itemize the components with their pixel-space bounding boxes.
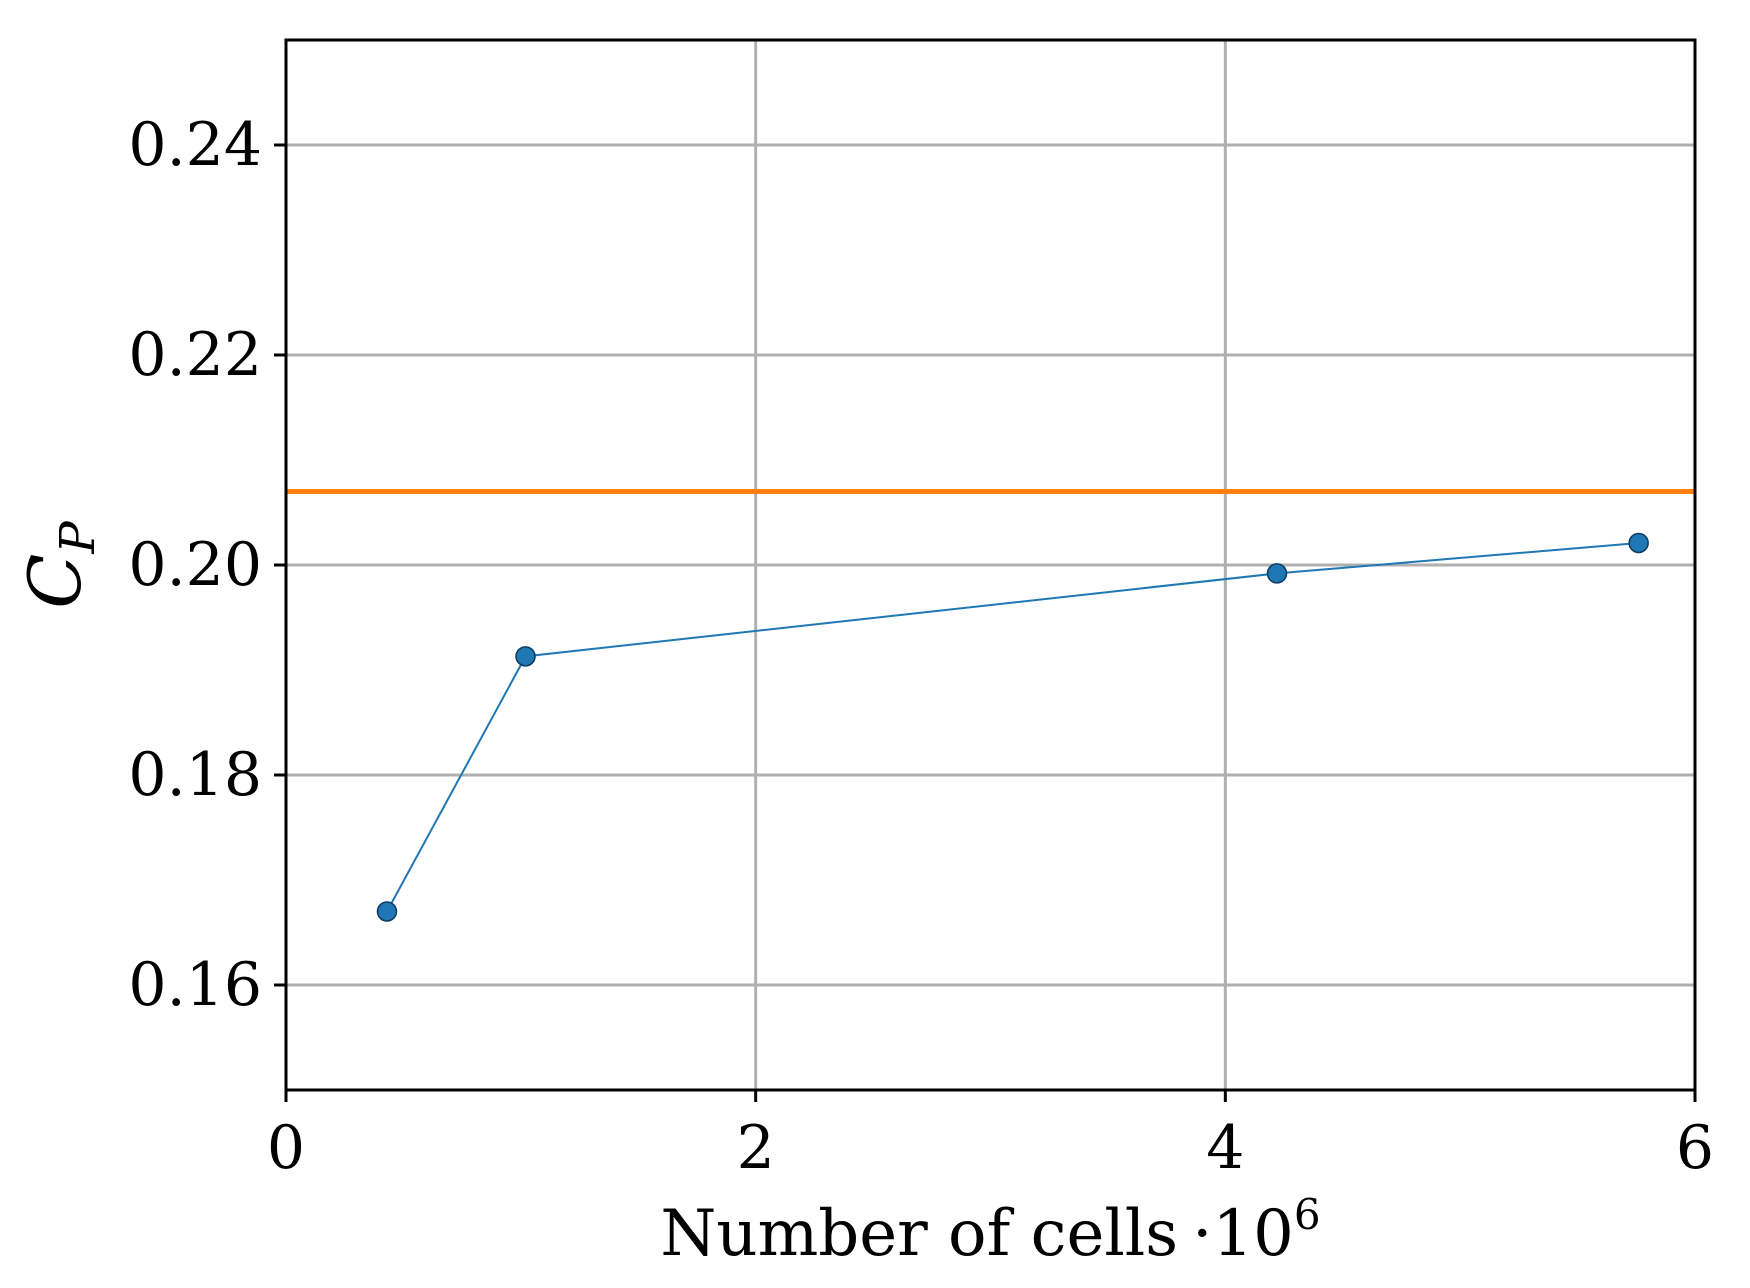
axis-ticks: 0 2 4 6 0.16 0.18 0.20 0.22 0.24 (128, 110, 1714, 1183)
x-axis-label: Number of cells ·106 (660, 1190, 1320, 1271)
x-tick-label: 0 (267, 1113, 305, 1183)
x-axis-label-multiplier: ·10 (1192, 1197, 1294, 1271)
grid-lines (284, 40, 1697, 1090)
y-tick-label: 0.18 (128, 740, 262, 810)
x-tick-label: 4 (1206, 1113, 1244, 1183)
data-series (376, 532, 1649, 922)
x-axis-label-exponent: 6 (1294, 1190, 1321, 1239)
data-point (1628, 532, 1649, 554)
y-axis-label-main: C (13, 554, 97, 609)
x-axis-label-text: Number of cells (660, 1197, 1178, 1271)
data-point (515, 646, 536, 667)
x-tick-label: 2 (737, 1113, 775, 1183)
data-point (1266, 563, 1288, 584)
y-tick-label: 0.22 (128, 320, 262, 390)
y-tick-label: 0.20 (128, 530, 262, 600)
series-line (386, 541, 1639, 912)
y-axis-label-subscript: P (50, 521, 106, 555)
y-tick-label: 0.16 (128, 950, 262, 1020)
y-axis-label: CP (13, 521, 106, 609)
y-tick-label: 0.24 (128, 110, 262, 180)
data-point (376, 901, 398, 922)
x-tick-label: 6 (1676, 1113, 1714, 1183)
